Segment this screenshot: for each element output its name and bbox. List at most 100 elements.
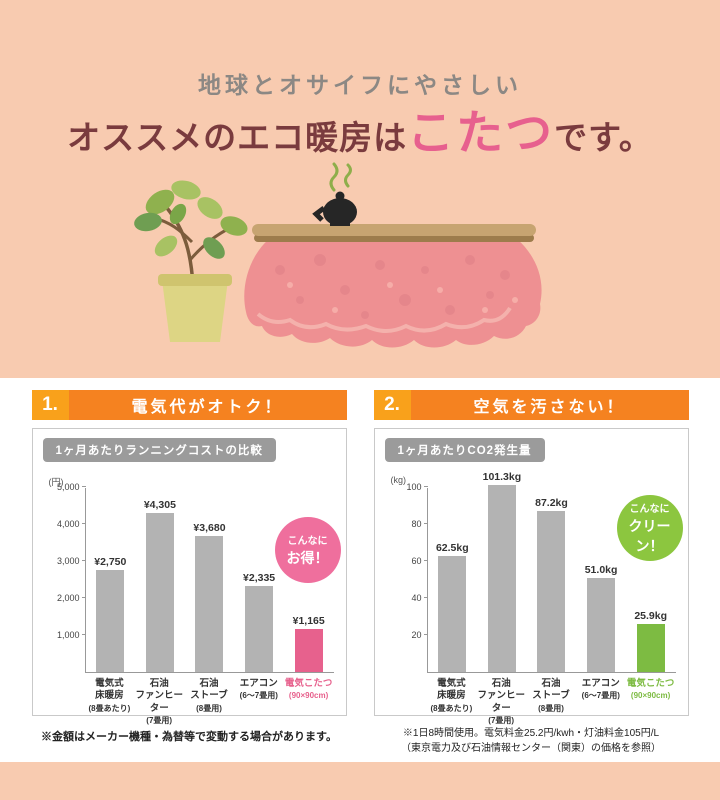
section-heading-co2: 空気を汚さない！ xyxy=(473,399,626,416)
y-tick-label: 60 xyxy=(411,556,422,566)
y-tick-mark xyxy=(81,560,86,561)
bar-group: 25.9kg xyxy=(626,610,676,672)
highlight-badge: こんなにクリーン！ xyxy=(616,495,683,561)
kotatsu-illustration xyxy=(134,162,542,348)
bar xyxy=(487,484,516,672)
bar xyxy=(438,556,467,672)
category-row: 電気式 床暖房 (8畳あたり) 石油 ファンヒーター (7畳用) 石油 ストーブ (8畳用) エア… xyxy=(85,678,334,726)
hero-title-post: です。 xyxy=(554,118,653,157)
category-label: 石油 ファンヒーター (7畳用) xyxy=(477,678,525,726)
bar xyxy=(587,577,616,672)
bar-group: 87.2kg xyxy=(527,497,577,672)
steam-icon xyxy=(329,162,352,192)
y-tick-mark xyxy=(423,634,428,635)
y-tick-mark xyxy=(423,486,428,487)
y-axis-unit: (kg) xyxy=(390,475,407,485)
highlight-badge: こんなにお得！ xyxy=(274,517,341,583)
bar-group: 51.0kg xyxy=(576,564,626,672)
bar-value-label: ¥1,165 xyxy=(292,614,325,627)
bar-group: ¥2,750 xyxy=(86,556,136,672)
y-tick-mark xyxy=(423,597,428,598)
co2-chart-panel: 1ヶ月あたりCO2発生量 (kg) 62.5kg 101.3kg 87.2kg 51.… xyxy=(373,428,689,725)
category-label: 電気式 床暖房 (8畳あたり) xyxy=(427,678,477,726)
cost-column: 1. 電気代がオトク！ 1ヶ月あたりランニングコストの比較 (円) ¥2,750… xyxy=(31,390,347,762)
category-note: (8畳あたり) xyxy=(430,703,473,713)
badge-text-line2: クリーン！ xyxy=(628,518,671,554)
category-note: (90×90cm) xyxy=(630,691,671,701)
bars-row: 62.5kg 101.3kg 87.2kg 51.0kg 25.9kg xyxy=(428,448,676,672)
y-tick-label: 20 xyxy=(411,630,422,640)
category-label: エアコン (6〜7畳用) xyxy=(576,678,626,726)
category-note: (6〜7畳用) xyxy=(239,691,278,701)
teapot-icon xyxy=(312,191,357,226)
y-axis-unit: (円) xyxy=(48,477,64,487)
bar-group: 62.5kg xyxy=(428,542,478,672)
category-note: (8畳あたり) xyxy=(88,703,131,713)
y-tick-mark xyxy=(423,523,428,524)
bar-value-label: 25.9kg xyxy=(634,610,668,623)
plot-wrap: (kg) 62.5kg 101.3kg 87.2kg 51.0kg 25.9kg 20 4… xyxy=(383,471,680,726)
bar-value-label: 87.2kg xyxy=(535,496,568,509)
section-header-cost: 1. 電気代がオトク！ xyxy=(31,390,347,420)
y-tick-label: 4,000 xyxy=(56,519,80,529)
bar-group: ¥3,680 xyxy=(185,522,235,672)
category-note: (8畳用) xyxy=(538,703,564,713)
category-note: (6〜7畳用) xyxy=(581,691,620,701)
bar xyxy=(537,510,566,672)
co2-footnote-line1: ※1日8時間使用。電気料金25.2円/kwh・灯油料金105円/L xyxy=(402,728,660,739)
bar-value-label: ¥3,680 xyxy=(193,521,226,534)
bar xyxy=(145,512,174,672)
bar xyxy=(195,535,224,672)
y-tick-label: 40 xyxy=(411,593,422,603)
section-number-1: 1. xyxy=(31,390,69,420)
bar-group: 101.3kg xyxy=(477,471,527,672)
bar-group: ¥4,305 xyxy=(135,499,185,672)
section-header-co2: 2. 空気を汚さない！ xyxy=(373,390,689,420)
category-label: 電気こたつ (90×90cm) xyxy=(284,678,333,701)
category-note: (7畳用) xyxy=(146,716,173,726)
cost-footnote: ※金額はメーカー機種・為替等で変動する場合があります。 xyxy=(41,731,337,743)
hero-title-highlight: こたつ xyxy=(407,106,555,161)
section-number-2: 2. xyxy=(373,390,411,420)
category-row: 電気式 床暖房 (8畳あたり) 石油 ファンヒーター (7畳用) 石油 ストーブ (8畳用) エア… xyxy=(427,678,676,726)
category-label: 電気こたつ (90×90cm) xyxy=(626,678,675,701)
bar-group: ¥2,335 xyxy=(234,572,284,672)
plant-icon xyxy=(134,180,248,342)
y-tick-label: 1,000 xyxy=(56,630,80,640)
cost-chart-panel: 1ヶ月あたりランニングコストの比較 (円) ¥2,750 ¥4,305 ¥3,680… xyxy=(31,428,347,725)
category-note: (8畳用) xyxy=(196,703,222,713)
category-label: 電気式 床暖房 (8畳あたり) xyxy=(85,678,135,726)
badge-text-line2: お得！ xyxy=(286,550,329,566)
y-tick-mark xyxy=(81,597,86,598)
hero-title-pre: オススメのエコ暖房は xyxy=(67,118,408,157)
co2-column: 2. 空気を汚さない！ 1ヶ月あたりCO2発生量 (kg) 62.5kg 101.… xyxy=(373,390,689,762)
bar-value-label: 101.3kg xyxy=(482,470,522,483)
bar-value-label: ¥4,305 xyxy=(143,498,176,511)
badge-text-line1: こんなに xyxy=(629,504,670,515)
category-label: エアコン (6〜7畳用) xyxy=(234,678,284,726)
bar-value-label: 51.0kg xyxy=(584,563,618,576)
bar xyxy=(636,624,665,672)
y-tick-mark xyxy=(81,634,86,635)
y-tick-mark xyxy=(81,486,86,487)
y-tick-mark xyxy=(423,560,428,561)
category-label: 石油 ストーブ (8畳用) xyxy=(526,678,576,726)
plot-wrap: (円) ¥2,750 ¥4,305 ¥3,680 ¥2,335 ¥1,165 1,000… xyxy=(41,477,338,726)
bar-value-label: 62.5kg xyxy=(435,542,469,555)
category-note: (90×90cm) xyxy=(288,691,329,701)
charts-section: 1. 電気代がオトク！ 1ヶ月あたりランニングコストの比較 (円) ¥2,750… xyxy=(0,378,720,762)
badge-text-line1: こんなに xyxy=(287,536,328,547)
hero-title: オススメのエコ暖房はこたつです。 xyxy=(0,108,720,160)
y-tick-label: 3,000 xyxy=(56,556,80,566)
category-label: 石油 ストーブ (8畳用) xyxy=(184,678,234,726)
section-heading-cost: 電気代がオトク！ xyxy=(131,399,284,416)
plot: ¥2,750 ¥4,305 ¥3,680 ¥2,335 ¥1,165 1,000 2,00… xyxy=(57,482,334,673)
chart-title: 1ヶ月あたりCO2発生量 xyxy=(384,438,545,462)
bar-group: ¥1,165 xyxy=(284,615,334,672)
hero-subtitle: 地球とオサイフにやさしい xyxy=(198,72,522,98)
bar-value-label: ¥2,335 xyxy=(243,571,276,584)
y-tick-label: 5,000 xyxy=(56,482,80,492)
hero-section: 地球とオサイフにやさしい オススメのエコ暖房はこたつです。 xyxy=(0,0,720,378)
bar xyxy=(245,585,274,672)
bar xyxy=(96,570,125,672)
